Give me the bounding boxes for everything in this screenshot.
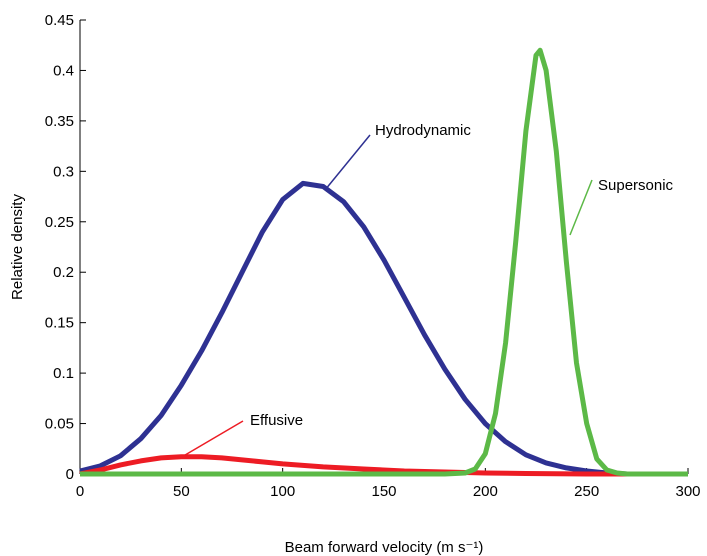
label-leader — [324, 134, 371, 191]
y-tick-label: 0.35 — [45, 113, 74, 130]
x-axis-label: Beam forward velocity (m s⁻¹) — [285, 539, 484, 556]
y-tick-label: 0.1 — [53, 365, 74, 382]
series-label: Supersonic — [598, 177, 674, 194]
series-label: Effusive — [250, 412, 303, 429]
y-tick-label: 0.2 — [53, 264, 74, 281]
series-line — [79, 180, 688, 477]
x-tick-label: 150 — [371, 483, 396, 500]
y-tick-label: 0.25 — [45, 214, 74, 231]
x-tick-label: 100 — [270, 483, 295, 500]
label-leader — [569, 179, 593, 236]
x-tick-label: 50 — [173, 483, 190, 500]
x-tick-label: 250 — [574, 483, 599, 500]
y-tick-label: 0 — [66, 466, 74, 483]
label-leader — [179, 420, 244, 459]
series-line — [79, 454, 688, 477]
y-tick-label: 0.45 — [45, 12, 74, 29]
series-label: Hydrodynamic — [375, 122, 471, 139]
series-line — [80, 47, 688, 477]
y-axis-label: Relative density — [9, 194, 26, 300]
y-tick-label: 0.05 — [45, 416, 74, 433]
x-tick-label: 0 — [76, 483, 84, 500]
y-tick-label: 0.3 — [53, 163, 74, 180]
x-tick-label: 300 — [675, 483, 700, 500]
y-tick-label: 0.4 — [53, 62, 74, 79]
x-tick-label: 200 — [473, 483, 498, 500]
y-tick-label: 0.15 — [45, 315, 74, 332]
